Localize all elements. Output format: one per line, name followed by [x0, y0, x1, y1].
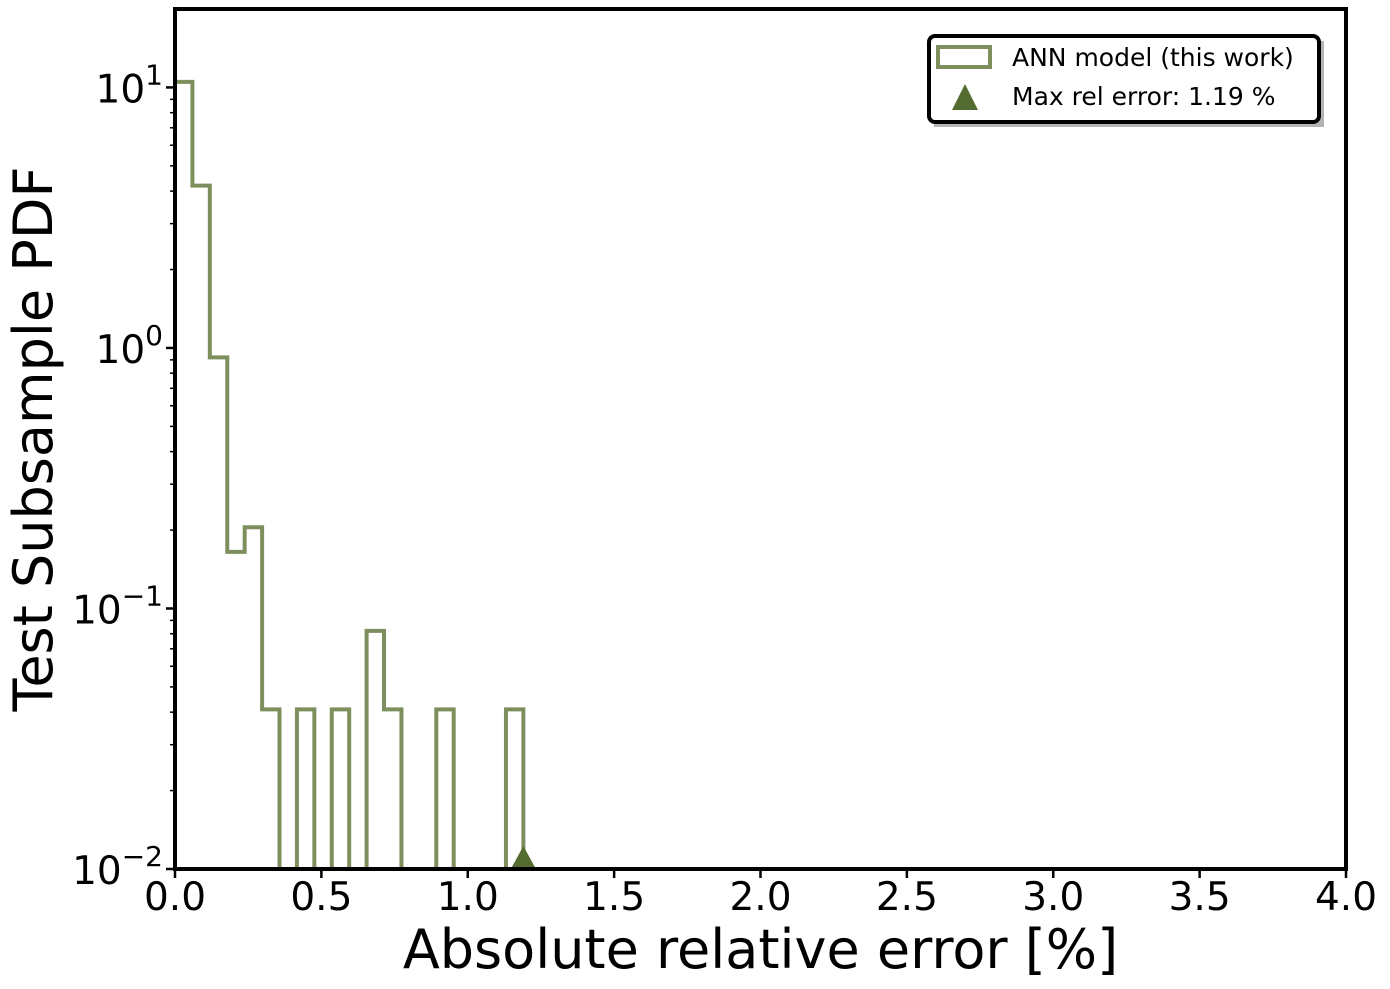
legend-histogram-swatch	[936, 45, 992, 69]
y-tick-label: 101	[96, 58, 163, 112]
histogram-layer	[173, 79, 526, 871]
y-axis-title: Test Subsample PDF	[2, 167, 65, 713]
x-tick-label: 2.0	[729, 875, 791, 920]
legend: ANN model (this work) Max rel error: 1.1…	[927, 34, 1324, 127]
y-tick-label: 100	[96, 319, 163, 373]
x-tick-label: 0.5	[290, 875, 352, 920]
legend-label-max-error: Max rel error: 1.19 %	[1012, 82, 1275, 111]
y-tick-label: 10−2	[72, 840, 163, 894]
x-tick-label: 1.0	[437, 875, 499, 920]
x-tick-label: 2.5	[876, 875, 938, 920]
x-tick-label: 3.5	[1169, 875, 1231, 920]
x-tick-label: 3.0	[1022, 875, 1084, 920]
y-tick-label: 10−1	[72, 579, 163, 633]
max-error-marker	[511, 846, 536, 868]
x-tick-label: 1.5	[583, 875, 645, 920]
legend-label-histogram: ANN model (this work)	[1012, 43, 1294, 72]
y-axis-ticks: 101 100 10−1 10−2	[72, 58, 175, 894]
x-axis-ticks: 0.0 0.5 1.0 1.5 2.0 2.5 3.0 3.5 4.0	[144, 869, 1377, 920]
x-tick-label: 0.0	[144, 875, 206, 920]
x-axis-title: Absolute relative error [%]	[403, 918, 1118, 981]
histogram-outline	[173, 79, 526, 871]
legend-box	[927, 34, 1321, 124]
legend-triangle-marker	[952, 84, 978, 110]
x-tick-label: 4.0	[1315, 875, 1377, 920]
marker-layer	[511, 846, 536, 868]
